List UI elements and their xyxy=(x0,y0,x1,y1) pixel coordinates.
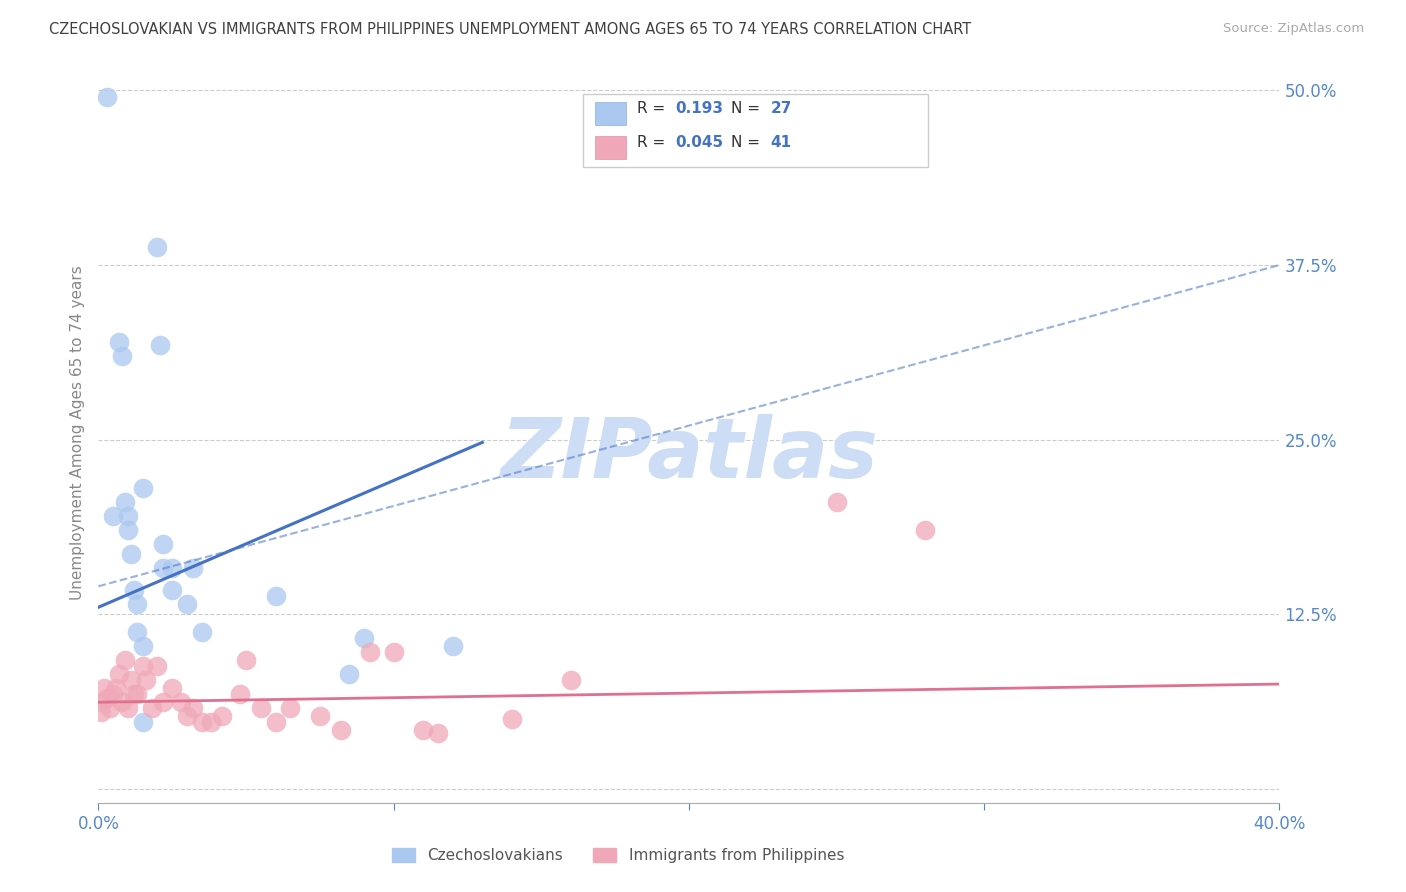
Point xyxy=(427,726,450,740)
Point xyxy=(132,482,155,496)
Point xyxy=(132,659,155,673)
Point xyxy=(152,561,174,575)
Point xyxy=(117,509,139,524)
Point xyxy=(132,714,155,729)
Point xyxy=(501,712,523,726)
Point xyxy=(825,495,848,509)
Point xyxy=(111,695,134,709)
Point xyxy=(125,687,148,701)
Point xyxy=(108,334,131,349)
Point xyxy=(229,687,252,701)
Point xyxy=(111,349,134,363)
Point xyxy=(90,695,112,709)
Text: R =: R = xyxy=(637,135,665,150)
Point xyxy=(359,645,381,659)
Text: ZIPatlas: ZIPatlas xyxy=(501,414,877,495)
Point xyxy=(264,714,287,729)
Point xyxy=(146,240,169,254)
Point xyxy=(105,681,128,696)
Point xyxy=(162,561,183,575)
Point xyxy=(120,673,142,687)
Point xyxy=(339,667,360,681)
Point xyxy=(152,537,174,551)
Point xyxy=(96,691,118,706)
Point xyxy=(114,653,136,667)
Point xyxy=(353,631,375,645)
Text: Source: ZipAtlas.com: Source: ZipAtlas.com xyxy=(1223,22,1364,36)
Point xyxy=(200,714,222,729)
Point xyxy=(122,687,145,701)
Point xyxy=(176,598,198,612)
Point xyxy=(103,509,125,524)
Legend: Czechoslovakians, Immigrants from Philippines: Czechoslovakians, Immigrants from Philip… xyxy=(385,842,851,869)
Point xyxy=(120,547,142,561)
Point xyxy=(93,681,115,696)
Point xyxy=(114,495,136,509)
Text: 0.045: 0.045 xyxy=(675,135,723,150)
Point xyxy=(132,640,155,654)
Text: 41: 41 xyxy=(770,135,792,150)
Point xyxy=(96,90,118,104)
Point xyxy=(560,673,582,687)
Point xyxy=(250,701,273,715)
Text: 27: 27 xyxy=(770,101,792,116)
Point xyxy=(211,709,233,723)
Point xyxy=(441,640,464,654)
Point xyxy=(412,723,434,738)
Point xyxy=(264,589,287,603)
Point xyxy=(90,705,112,719)
Point xyxy=(122,583,145,598)
Point xyxy=(309,709,332,723)
Text: N =: N = xyxy=(731,135,761,150)
Point xyxy=(162,583,183,598)
Point xyxy=(135,673,157,687)
Point xyxy=(125,625,148,640)
Point xyxy=(146,659,169,673)
Point xyxy=(181,561,204,575)
Point xyxy=(914,524,936,538)
Point xyxy=(149,337,172,351)
Point xyxy=(191,625,214,640)
Point xyxy=(235,653,257,667)
Point xyxy=(278,701,302,715)
Text: CZECHOSLOVAKIAN VS IMMIGRANTS FROM PHILIPPINES UNEMPLOYMENT AMONG AGES 65 TO 74 : CZECHOSLOVAKIAN VS IMMIGRANTS FROM PHILI… xyxy=(49,22,972,37)
Point xyxy=(191,714,214,729)
Point xyxy=(382,645,405,659)
Point xyxy=(181,701,204,715)
Point xyxy=(117,524,139,538)
Y-axis label: Unemployment Among Ages 65 to 74 years: Unemployment Among Ages 65 to 74 years xyxy=(69,265,84,600)
Point xyxy=(329,723,352,738)
Text: 0.193: 0.193 xyxy=(675,101,723,116)
Text: N =: N = xyxy=(731,101,761,116)
Text: R =: R = xyxy=(637,101,665,116)
Point xyxy=(98,701,121,715)
Point xyxy=(103,687,125,701)
Point xyxy=(152,695,174,709)
Point xyxy=(108,667,131,681)
Point xyxy=(117,701,139,715)
Point xyxy=(125,598,148,612)
Point xyxy=(170,695,193,709)
Point xyxy=(141,701,163,715)
Point xyxy=(176,709,198,723)
Point xyxy=(162,681,183,696)
